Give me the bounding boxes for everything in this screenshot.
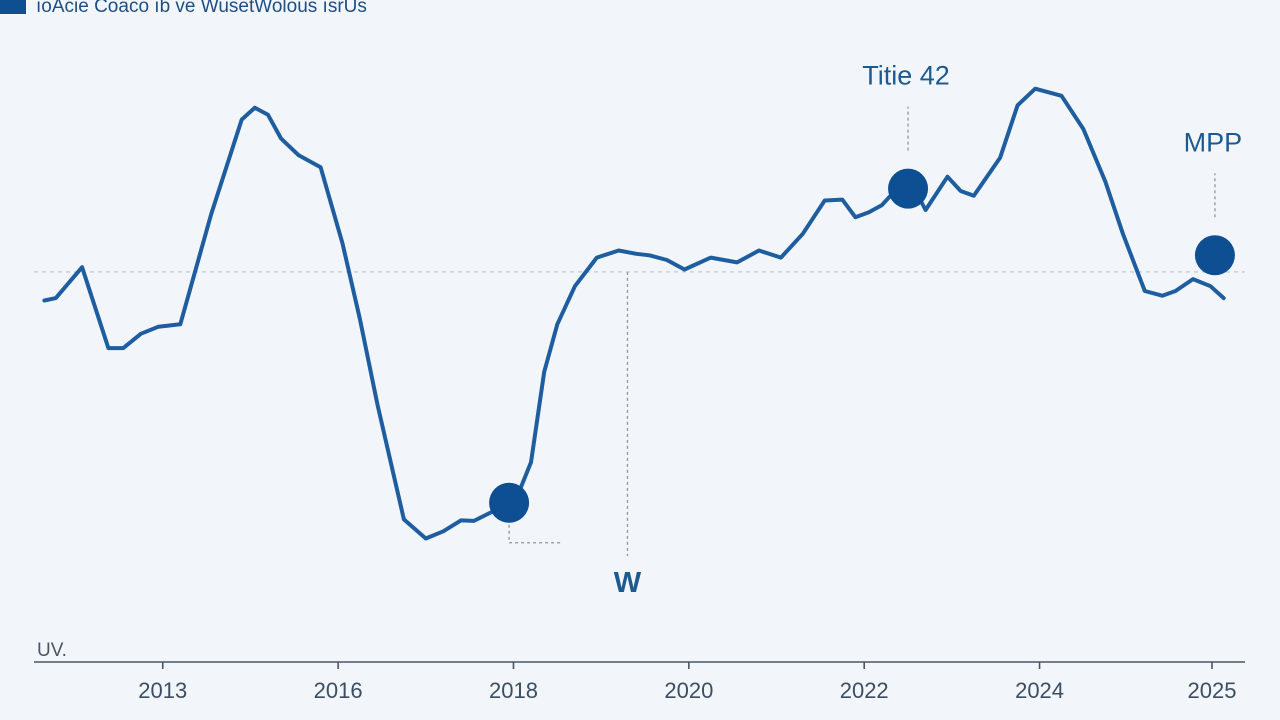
series-line [42, 86, 1226, 541]
legend-label: ıoAcie Coaco ıb ve WusetWolous ısrUs [36, 0, 367, 17]
x-tick-label-6: 2024 [1015, 678, 1064, 703]
annotations: Titie 42 MPP W [614, 61, 1242, 599]
x-tick-label-2: 2016 [314, 678, 363, 703]
x-tick-label-1: 2013 [138, 678, 187, 703]
annotation-label-2: MPP [1184, 127, 1243, 157]
x-ticks: 2013 2016 2018 2020 2022 2024 2025 [138, 662, 1236, 703]
marker-point-1 [489, 482, 530, 523]
x-tick-label-3: 2018 [489, 678, 538, 703]
legend-swatch [0, 0, 26, 14]
markers [489, 168, 1235, 523]
marker-point-3 [1194, 235, 1235, 276]
x-tick-label-4: 2020 [664, 678, 713, 703]
annotation-label-3: W [614, 567, 642, 599]
marker-point-2 [888, 168, 929, 209]
annotation-label-1: Titie 42 [862, 61, 950, 91]
x-tick-label-5: 2022 [840, 678, 889, 703]
y-axis-label: UV. [37, 640, 67, 661]
legend: ıoAcie Coaco ıb ve WusetWolous ısrUs [0, 0, 367, 17]
x-tick-label-7: 2025 [1188, 678, 1237, 703]
marker-leader-1 [508, 524, 564, 544]
annotation-leaders [508, 106, 1216, 556]
